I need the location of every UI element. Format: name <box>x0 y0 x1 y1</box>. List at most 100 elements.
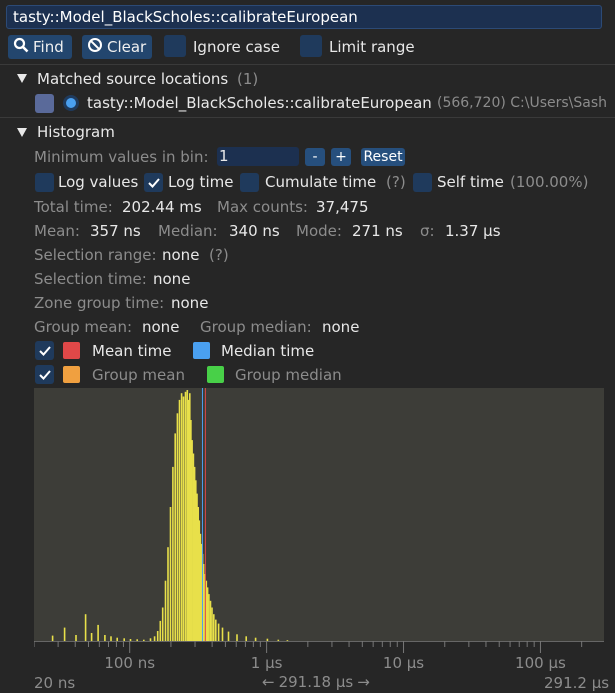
mode-value: 271 ns <box>352 222 403 240</box>
matched-locations-header[interactable]: Matched source locations <box>37 70 229 88</box>
histogram-bar <box>206 587 209 641</box>
min-values-label: Minimum values in bin: <box>34 148 209 166</box>
histogram-bar <box>84 614 87 641</box>
histogram-bar <box>192 453 195 641</box>
histogram-bar <box>153 636 156 641</box>
location-name[interactable]: tasty::Model_BlackScholes::calibrateEuro… <box>87 94 432 112</box>
mean-time-legend: Mean time <box>92 342 172 360</box>
histogram-bar <box>213 614 215 641</box>
arrow-right-icon: → <box>357 673 370 691</box>
tick-label-100ns: 100 ns <box>104 654 156 672</box>
min-values-input[interactable]: 1 <box>217 147 299 166</box>
matched-count: (1) <box>237 70 259 88</box>
ignore-case-checkbox[interactable] <box>164 35 186 57</box>
histogram-bar <box>221 627 224 641</box>
histogram-bar <box>200 543 203 641</box>
group-mean-legend: Group mean <box>92 366 185 384</box>
group-median-legend: Group median <box>235 366 342 384</box>
ban-icon <box>87 37 103 57</box>
histogram-bar <box>186 390 189 641</box>
show-mean-median-checkbox[interactable] <box>35 341 54 360</box>
histogram-bar <box>277 639 280 641</box>
histogram-bar <box>254 637 257 641</box>
checkmark-icon <box>38 369 51 380</box>
zone-group-label: Zone group time: <box>34 294 165 312</box>
histogram-bar <box>187 399 190 641</box>
zone-group-value: none <box>171 294 209 312</box>
median-time-swatch <box>193 342 210 359</box>
histogram-bar <box>190 420 192 641</box>
checkmark-icon <box>38 345 51 356</box>
histogram-bar <box>104 635 106 641</box>
histogram-plot[interactable] <box>34 388 604 641</box>
histogram-bar <box>191 440 193 641</box>
histogram-bar <box>156 631 159 641</box>
limit-range-checkbox[interactable] <box>300 35 322 57</box>
divider <box>0 64 615 65</box>
histogram-bar <box>149 638 152 641</box>
self-time-checkbox[interactable] <box>413 173 432 192</box>
tick-label-100us: 100 μs <box>515 654 566 672</box>
histogram-bar <box>266 638 269 641</box>
decrement-button[interactable]: - <box>305 148 325 166</box>
selection-range-label: Selection range: <box>34 246 157 264</box>
histogram-bar <box>161 607 164 641</box>
log-values-label: Log values <box>58 173 139 191</box>
total-time-label: Total time: <box>34 198 113 216</box>
location-checkbox[interactable] <box>35 94 54 113</box>
histogram-bar <box>184 391 187 641</box>
tick-label-1us: 1 μs <box>250 654 283 672</box>
x-min-label: 20 ns <box>34 674 76 692</box>
histogram-bar <box>199 533 202 641</box>
histogram-bar <box>178 399 181 641</box>
histogram-bar <box>63 627 66 641</box>
checkmark-icon <box>147 177 160 188</box>
histogram-bar <box>211 607 213 641</box>
median-label: Median: <box>158 222 218 240</box>
selection-range-help[interactable]: (?) <box>209 246 229 264</box>
histogram-axis <box>33 641 604 663</box>
histogram-bar <box>209 600 212 641</box>
sigma-label: σ: <box>420 222 435 240</box>
self-time-pct: (100.00%) <box>510 173 589 191</box>
histogram-bar <box>217 623 220 641</box>
find-button[interactable]: Find <box>8 35 72 59</box>
self-time-label: Self time <box>437 173 504 191</box>
divider <box>0 117 615 118</box>
histogram-bar <box>198 520 201 641</box>
search-icon <box>13 37 29 57</box>
histogram-bar <box>167 547 169 641</box>
cumulate-time-checkbox[interactable] <box>240 173 259 192</box>
histogram-bar <box>215 619 217 641</box>
log-time-checkbox[interactable] <box>144 173 163 192</box>
x-max-label: 291.2 μs <box>544 674 610 692</box>
clear-button[interactable]: Clear <box>82 35 152 59</box>
clear-button-label: Clear <box>107 38 147 56</box>
histogram-bar <box>116 637 118 641</box>
search-input[interactable]: tasty::Model_BlackScholes::calibrateEuro… <box>6 5 602 29</box>
histogram-bar <box>164 580 167 641</box>
increment-button[interactable]: + <box>331 148 351 166</box>
reset-button[interactable]: Reset <box>361 148 405 166</box>
histogram-bar <box>205 580 208 641</box>
location-radio[interactable] <box>63 95 79 111</box>
collapse-arrow-icon[interactable] <box>17 74 27 83</box>
x-range-indicator: ← 291.18 μs → <box>262 673 370 691</box>
histogram-bar <box>202 564 205 641</box>
group-median-value: none <box>322 318 360 336</box>
log-values-checkbox[interactable] <box>35 173 54 192</box>
selection-time-label: Selection time: <box>34 270 147 288</box>
median-value: 340 ns <box>229 222 280 240</box>
mean-label: Mean: <box>34 222 80 240</box>
histogram-bar <box>169 507 172 641</box>
selection-range-value: none <box>162 246 200 264</box>
group-mean-value: none <box>142 318 180 336</box>
collapse-arrow-icon[interactable] <box>17 128 27 137</box>
show-group-checkbox[interactable] <box>35 365 54 384</box>
histogram-header[interactable]: Histogram <box>37 123 115 141</box>
histogram-bar <box>159 620 162 641</box>
cumulate-help[interactable]: (?) <box>386 173 406 191</box>
histogram-bar <box>51 635 54 641</box>
histogram-bar <box>75 635 77 641</box>
histogram-bar <box>196 493 198 641</box>
